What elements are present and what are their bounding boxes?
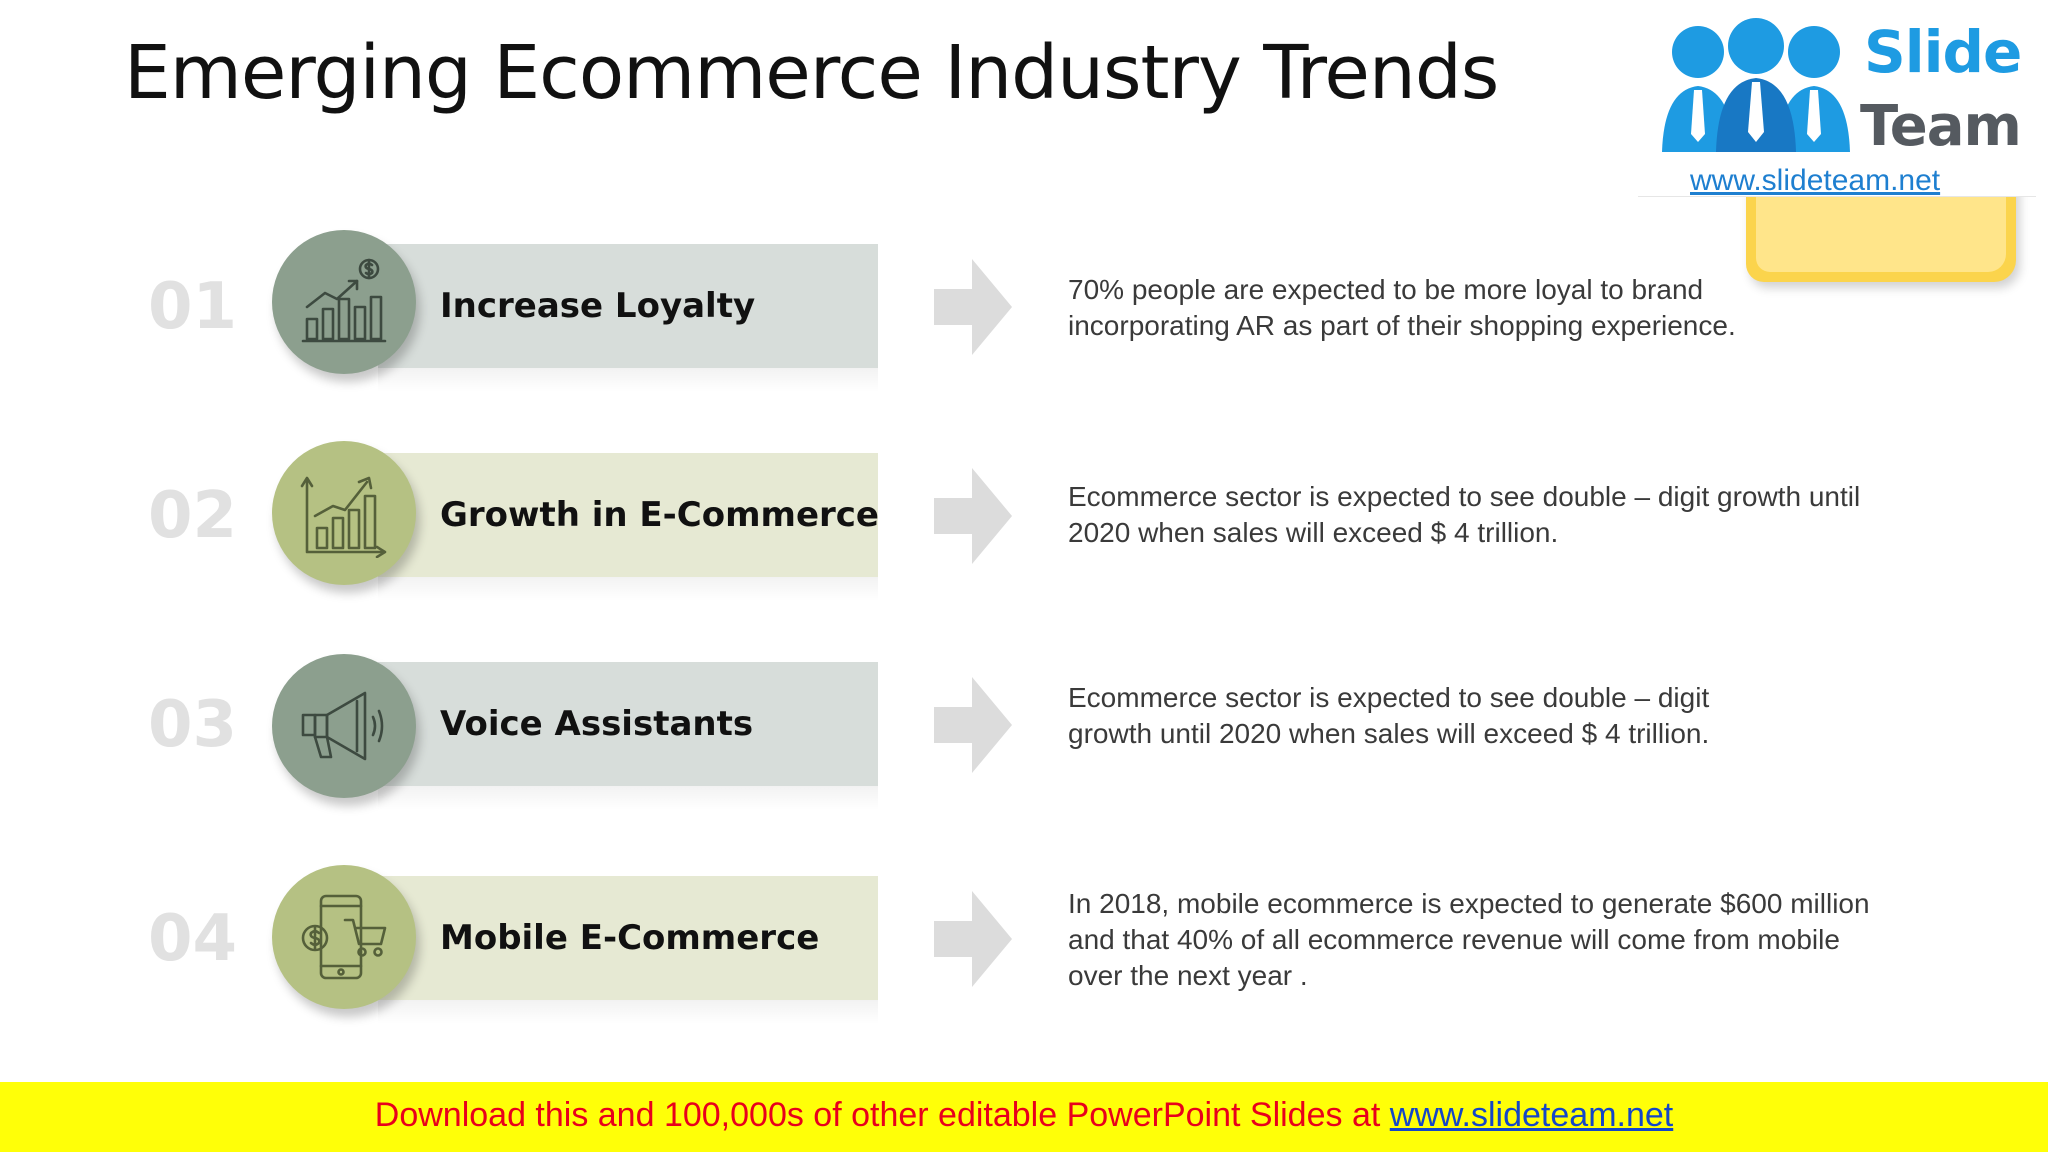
description-line: growth until 2020 when sales will exceed… [1068,718,1710,749]
band-shadow [378,786,878,810]
row-number: 03 [148,688,238,762]
trend-label: Mobile E-Commerce [440,918,820,958]
icon-circle [272,230,416,374]
trend-row-3: 03 Voice Assistants Ecommerce sector is … [0,624,2048,824]
description-line: and that 40% of all ecommerce revenue wi… [1068,924,1840,955]
logo-card: Slide Team www.slideteam.net [1638,0,2036,197]
description-line: incorporating AR as part of their shoppi… [1068,310,1736,341]
logo-url-link[interactable]: www.slideteam.net [1690,164,1941,197]
slideteam-logo[interactable]: Slide Team www.slideteam.net [1638,0,2036,310]
trend-label: Growth in E-Commerce [440,495,879,535]
slide-title: Emerging Ecommerce Industry Trends [124,30,1499,116]
band-shadow [378,368,878,392]
megaphone-icon [301,691,384,761]
growth-chart-dollar-icon [301,258,387,343]
bar-chart-arrow-icon [300,476,387,558]
row-number: 01 [148,270,238,344]
description-line: Ecommerce sector is expected to see doub… [1068,481,1861,512]
icon-circle [272,441,416,585]
icon-circle [272,865,416,1009]
arrow-right-icon [934,891,1012,987]
logo-brand-team: Team [1860,94,2022,159]
band-shadow [378,1000,878,1024]
label-band [378,876,878,1000]
icon-circle [272,654,416,798]
description-line: 70% people are expected to be more loyal… [1068,274,1704,305]
row-number: 04 [148,902,238,976]
arrow-right-icon [934,259,1012,355]
trend-description: 70% people are expected to be more loyal… [1068,272,1948,344]
trend-description: Ecommerce sector is expected to see doub… [1068,680,1948,752]
trend-row-1: 01 Increase Loyalty 70% people are expec… [0,206,2048,406]
mobile-cart-dollar-icon [301,894,387,980]
description-line: In 2018, mobile ecommerce is expected to… [1068,888,1870,919]
arrow-right-icon [934,677,1012,773]
banner-message: Download this and 100,000s of other edit… [374,1096,1390,1134]
logo-brand-slide: Slide [1864,18,2022,86]
label-band [378,244,878,368]
trend-description: In 2018, mobile ecommerce is expected to… [1068,886,1948,994]
description-line: 2020 when sales will exceed $ 4 trillion… [1068,517,1559,548]
trend-description: Ecommerce sector is expected to see doub… [1068,479,1948,551]
team-people-icon [1662,18,1850,152]
banner-text: Download this and 100,000s of other edit… [0,1096,2048,1135]
description-line: over the next year . [1068,960,1308,991]
banner-link[interactable]: www.slideteam.net [1389,1096,1674,1134]
arrow-right-icon [934,468,1012,564]
label-band [378,453,878,577]
label-band [378,662,878,786]
description-line: Ecommerce sector is expected to see doub… [1068,682,1710,713]
trend-label: Increase Loyalty [440,286,756,326]
trend-row-2: 02 Growth in E-Commerce Ecommerce sector… [0,415,2048,615]
trend-label: Voice Assistants [440,704,754,744]
download-banner: Download this and 100,000s of other edit… [0,1082,2048,1152]
trend-row-4: 04 Mobile E-Commerce In 2018, mobile eco… [0,838,2048,1038]
row-number: 02 [148,479,238,553]
band-shadow [378,577,878,601]
